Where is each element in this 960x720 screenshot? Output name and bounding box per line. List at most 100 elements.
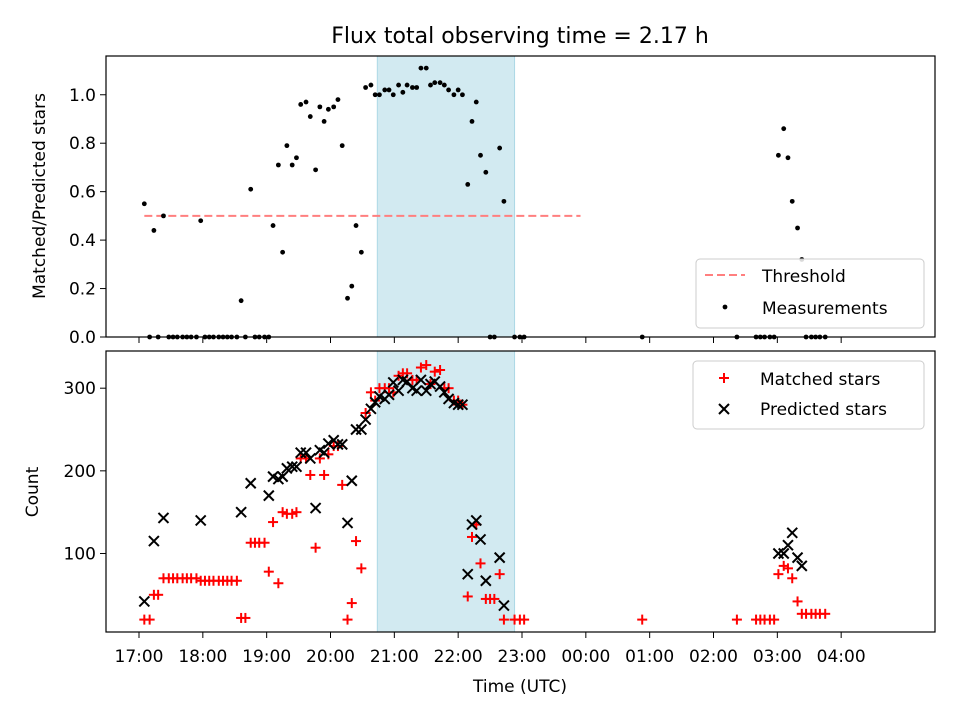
predicted-star-point-b: [314, 444, 326, 456]
measurement-point: [441, 82, 447, 88]
measurement-point: [349, 283, 355, 289]
predicted-star-point: [796, 560, 808, 572]
measurement-point: [501, 198, 507, 204]
observing-window-span: [376, 350, 516, 633]
time-xtick-label: 00:00: [561, 647, 610, 667]
measurement-point: [238, 298, 244, 304]
matched-star-point: [305, 469, 316, 480]
predicted-star-point-b: [415, 374, 427, 386]
count-plot-frame: [105, 350, 936, 633]
measurement-point: [161, 213, 166, 219]
measurement-point: [307, 114, 313, 119]
predicted-star-point-b: [470, 514, 482, 527]
legend-measurements-label: Measurements: [762, 299, 888, 319]
predicted-star-point-b: [474, 533, 487, 546]
predicted-star-point-b: [359, 413, 372, 426]
predicted-star-point-b: [322, 437, 335, 450]
predicted-star-point: [791, 551, 804, 564]
predicted-star-point: [410, 384, 423, 397]
predicted-star-point: [157, 512, 170, 524]
measurement-point: [284, 143, 290, 149]
time-xtick-label: 19:00: [242, 647, 291, 667]
legend-measurements-swatch: [722, 304, 728, 310]
predicted-star-point-b: [263, 489, 275, 502]
predicted-star-point: [332, 438, 344, 451]
legend-predicted-swatch-b: [718, 403, 730, 415]
measurement-point: [280, 249, 286, 255]
legend-threshold-label: Threshold: [761, 267, 846, 287]
measurement-point: [483, 169, 489, 175]
matched-star-point: [820, 608, 831, 619]
predicted-star-point: [235, 506, 247, 518]
predicted-star-point-b: [434, 380, 446, 393]
legend-matched-label: Matched stars: [760, 370, 880, 390]
predicted-star-point-b: [438, 386, 451, 399]
measurement-point: [400, 89, 406, 95]
measurement-point: [275, 162, 281, 168]
predicted-star-point-b: [355, 423, 368, 436]
measurement-point: [781, 126, 787, 132]
predicted-star-point: [474, 533, 487, 546]
predicted-star-point: [415, 374, 427, 386]
measurement-point: [198, 218, 204, 224]
predicted-star-point: [452, 399, 464, 411]
predicted-star-point: [286, 460, 298, 473]
measurement-point: [795, 225, 800, 231]
predicted-star-point-b: [786, 527, 798, 539]
predicted-star-point: [786, 527, 798, 539]
predicted-star-point: [387, 376, 399, 389]
matched-star-point: [787, 573, 798, 584]
matched-star-point: [240, 612, 251, 623]
matched-star-point: [421, 360, 432, 371]
predicted-star-point-b: [392, 384, 405, 397]
ratio-ytick-label: 1.0: [69, 86, 96, 106]
measurement-point: [446, 87, 451, 93]
matched-star-point: [773, 569, 784, 580]
predicted-star-point: [138, 595, 151, 608]
predicted-star-point: [434, 380, 446, 393]
predicted-star-point: [365, 403, 377, 415]
measurement-point: [465, 181, 471, 187]
ratio-plot-frame: [105, 55, 936, 338]
predicted-star-point-b: [235, 506, 247, 518]
predicted-star-point: [318, 446, 330, 459]
matched-star-point: [231, 575, 242, 586]
predicted-star-point-b: [286, 460, 298, 473]
matched-star-point: [782, 563, 793, 574]
predicted-star-point-b: [148, 535, 160, 547]
predicted-star-point: [420, 384, 432, 397]
predicted-star-point-b: [276, 470, 289, 483]
matched-star-point: [144, 614, 155, 625]
ratio-ytick-label: 0.8: [69, 134, 96, 154]
matched-star-point: [637, 614, 648, 625]
time-xtick-label: 20:00: [306, 647, 355, 667]
predicted-star-point: [276, 470, 289, 483]
predicted-star-point: [341, 517, 354, 529]
measurement-point: [358, 249, 364, 255]
predicted-star-point: [322, 437, 335, 450]
measurement-point: [414, 85, 420, 90]
matched-star-point: [519, 614, 530, 625]
predicted-star-point-b: [462, 568, 474, 580]
matched-star-point: [346, 598, 357, 609]
measurement-point: [303, 99, 309, 105]
count-legend: Matched stars Predicted stars: [692, 360, 925, 430]
predicted-star-point-b: [300, 446, 312, 459]
measurement-point: [451, 92, 457, 98]
measurement-point: [789, 198, 795, 204]
count-panel: 100 200 300 17:00 18:00 19:00 20:00 21:00 22:00…: [23, 350, 936, 697]
measurement-point: [396, 82, 401, 88]
measurement-point: [317, 104, 323, 110]
chart-title: Flux total observing time = 2.17 h: [331, 24, 709, 49]
predicted-star-point: [336, 438, 348, 451]
predicted-star-point-b: [309, 502, 322, 514]
count-legend-box: [692, 360, 925, 430]
predicted-star-point-b: [782, 539, 794, 551]
matched-star-point: [310, 542, 321, 553]
predicted-star-point-b: [290, 460, 303, 473]
measurement-point: [432, 80, 438, 86]
measurement-point: [377, 92, 382, 98]
predicted-star-point: [359, 413, 372, 426]
predicted-star-point: [355, 423, 368, 436]
predicted-star-point-b: [498, 599, 510, 612]
